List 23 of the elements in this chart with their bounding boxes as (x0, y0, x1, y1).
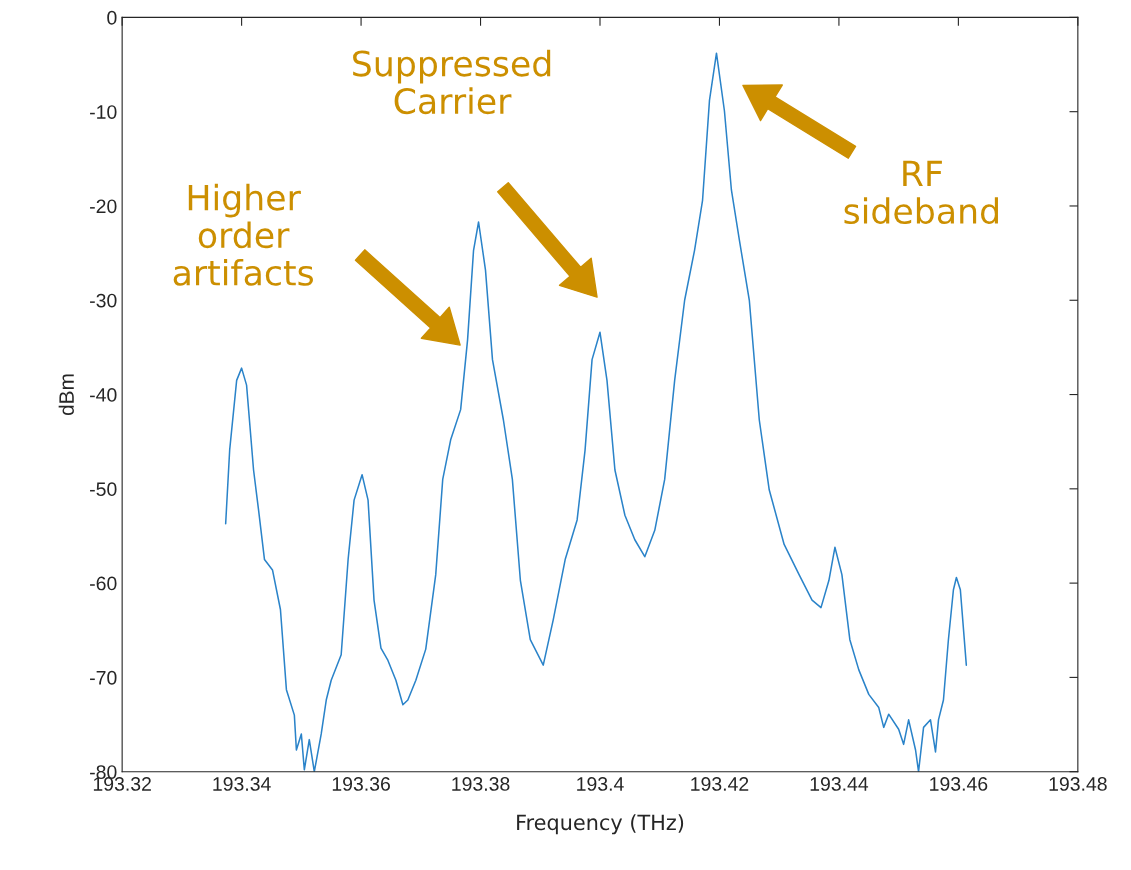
y-tick-label: -10 (90, 105, 117, 119)
y-tick-label: -30 (90, 293, 117, 308)
annotation: RF sideband (844, 160, 998, 225)
x-tick-label: 193.42 (691, 777, 749, 791)
x-tick-label: 193.38 (452, 777, 510, 791)
y-tick-label: -60 (90, 576, 117, 591)
y-tick-label: -20 (90, 199, 117, 214)
x-axis-title: Frequency (THz) (517, 814, 684, 835)
annotation: Higher order artifacts (173, 183, 313, 286)
y-tick-label: -70 (90, 670, 117, 685)
x-tick-label: 193.48 (1049, 777, 1107, 791)
annotation: Suppressed Carrier (353, 49, 551, 115)
x-tick-label: 193.4 (577, 777, 624, 791)
y-tick-label: -50 (90, 482, 117, 497)
y-tick-label: -40 (90, 388, 117, 402)
y-tick-label: 0 (107, 10, 117, 25)
x-tick-label: 193.32 (93, 777, 151, 791)
x-tick-label: 193.36 (332, 777, 390, 791)
x-tick-label: 193.34 (213, 777, 271, 791)
x-tick-label: 193.46 (930, 777, 988, 791)
y-axis-title: dBm (58, 374, 74, 416)
y-tick-label: -80 (90, 765, 117, 779)
x-tick-label: 193.44 (810, 777, 869, 791)
